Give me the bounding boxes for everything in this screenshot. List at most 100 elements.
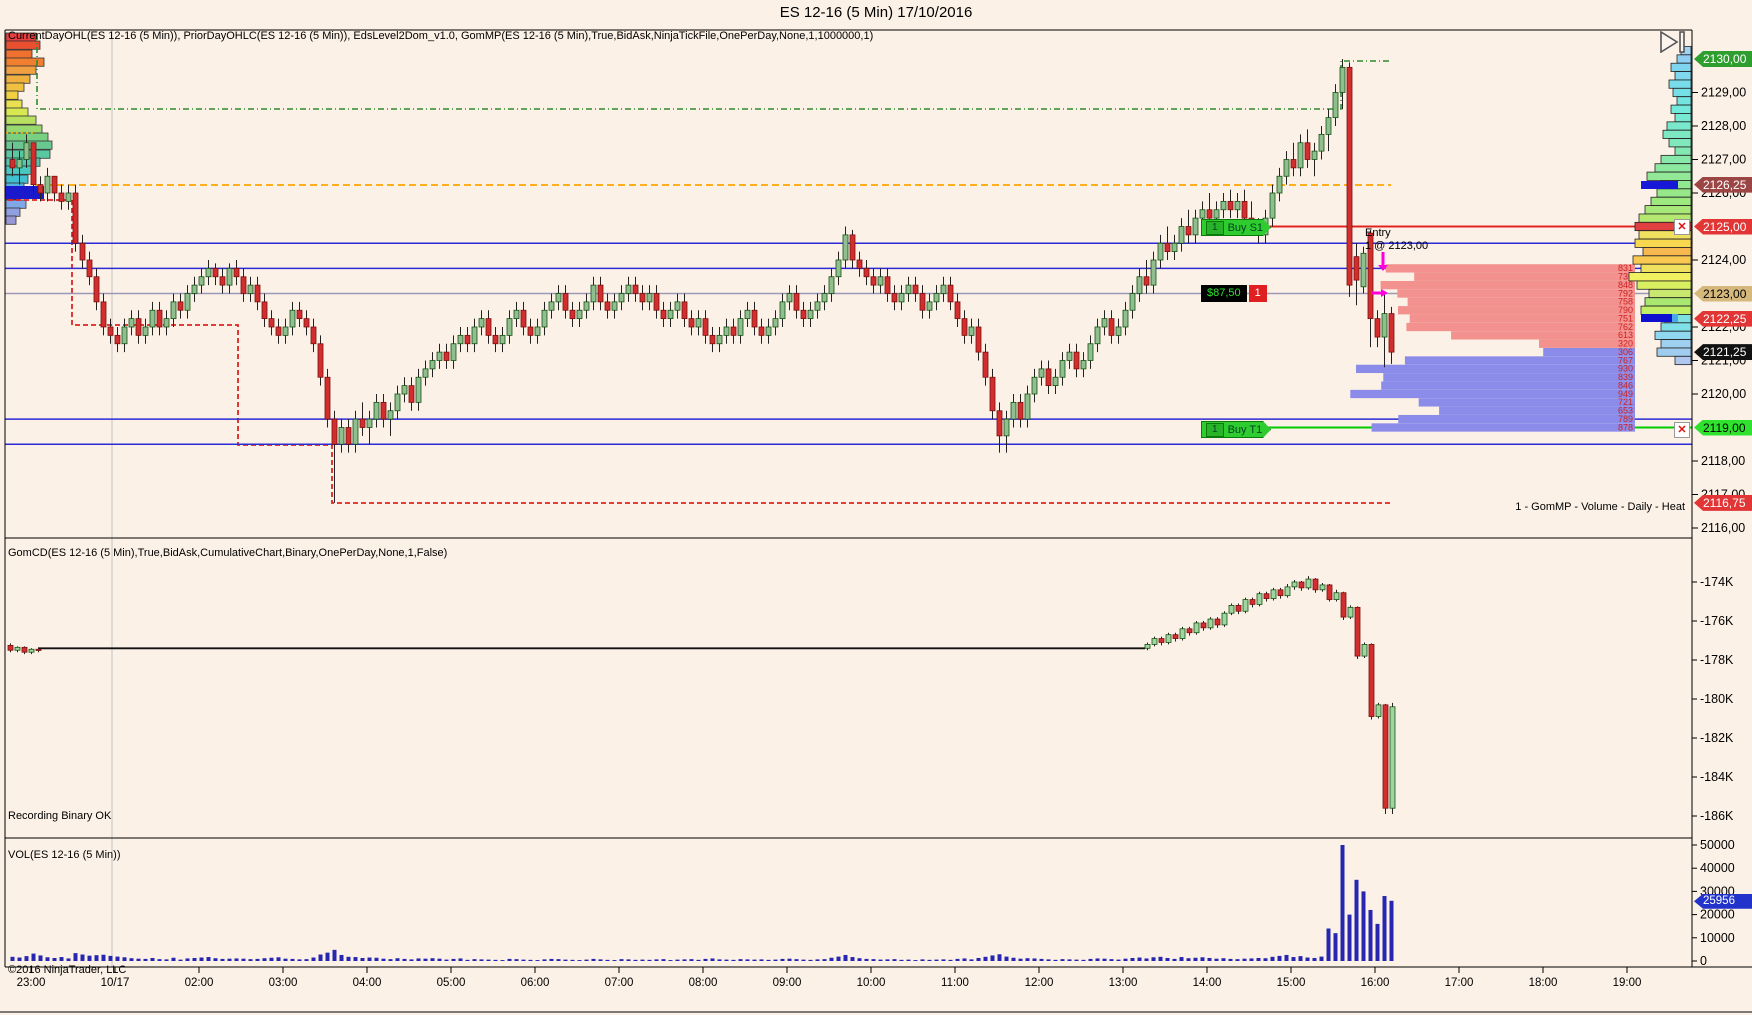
- svg-text:789: 789: [1618, 414, 1633, 424]
- svg-text:0: 0: [1700, 954, 1707, 968]
- price-badge-2116-75: 2116,75: [1694, 494, 1752, 511]
- svg-text:23:00: 23:00: [17, 977, 46, 989]
- svg-text:613: 613: [1618, 330, 1633, 340]
- svg-text:18:00: 18:00: [1529, 977, 1558, 989]
- svg-text:11:00: 11:00: [941, 977, 969, 989]
- svg-text:-176K: -176K: [1700, 614, 1734, 628]
- svg-text:08:00: 08:00: [689, 977, 718, 989]
- price-badge-2125-00: 2125,00: [1694, 218, 1752, 235]
- level-lines: [5, 225, 1692, 445]
- volume-panel-indicator-label[interactable]: VOL(ES 12-16 (5 Min)): [8, 849, 121, 861]
- price-badge-2123-00: 2123,00: [1694, 285, 1752, 302]
- svg-text:878: 878: [1618, 422, 1633, 432]
- svg-text:02:00: 02:00: [185, 977, 214, 989]
- svg-text:2120,00: 2120,00: [1701, 387, 1746, 401]
- chart-title: ES 12-16 (5 Min) 17/10/2016: [779, 4, 973, 21]
- recording-status: Recording Binary OK: [8, 810, 112, 822]
- cancel-buy-stop-icon[interactable]: ✕: [1674, 219, 1690, 235]
- svg-text:320: 320: [1618, 339, 1633, 349]
- position-qty: 1: [1248, 285, 1267, 302]
- svg-text:930: 930: [1618, 364, 1633, 374]
- day-ohl-lines: [6, 34, 1391, 504]
- svg-text:762: 762: [1618, 322, 1633, 332]
- daily-volume-profile: 8317368487927587907517626133203067679308…: [1350, 263, 1635, 432]
- price-axis: 2129,002128,002127,002126,002124,002122,…: [1692, 86, 1746, 535]
- svg-text:306: 306: [1618, 347, 1633, 357]
- svg-text:06:00: 06:00: [521, 977, 550, 989]
- svg-text:848: 848: [1618, 280, 1633, 290]
- svg-text:-186K: -186K: [1700, 809, 1734, 823]
- buy-target-qty: 1: [1206, 423, 1224, 437]
- svg-text:05:00: 05:00: [437, 977, 466, 989]
- delta-panel-indicator-label[interactable]: GomCD(ES 12-16 (5 Min),True,BidAsk,Cumul…: [8, 547, 448, 559]
- price-badge-2126-25: 2126,25: [1694, 176, 1752, 193]
- svg-text:17:00: 17:00: [1445, 977, 1474, 989]
- svg-text:13:00: 13:00: [1109, 977, 1138, 989]
- svg-text:736: 736: [1618, 272, 1633, 282]
- svg-text:03:00: 03:00: [269, 977, 298, 989]
- svg-text:-182K: -182K: [1700, 731, 1734, 745]
- play-to-end-icon[interactable]: [1658, 31, 1688, 53]
- panel-borders: [0, 29, 1752, 1013]
- svg-text:20000: 20000: [1700, 908, 1735, 922]
- svg-text:2116,00: 2116,00: [1701, 521, 1745, 535]
- svg-text:653: 653: [1618, 406, 1633, 416]
- cancel-buy-target-icon[interactable]: ✕: [1674, 422, 1690, 438]
- svg-text:2118,00: 2118,00: [1701, 454, 1745, 468]
- gommp-profile-note: 1 - GomMP - Volume - Daily - Heat: [1515, 501, 1685, 513]
- svg-text:09:00: 09:00: [773, 977, 802, 989]
- svg-text:2127,00: 2127,00: [1701, 153, 1746, 167]
- dom-depth-bars: [5, 181, 1678, 322]
- buy-target-label: Buy T1: [1227, 423, 1263, 436]
- copyright-text: ©2016 NinjaTrader, LLC: [8, 964, 127, 976]
- position-pnl-value: $87,50: [1201, 285, 1247, 302]
- price-badge-2121-25: 2121,25: [1694, 344, 1752, 361]
- svg-text:790: 790: [1618, 305, 1633, 315]
- entry-annotation: Entry 1 @ 2123,00: [1365, 227, 1428, 253]
- price-panel-indicator-label[interactable]: CurrentDayOHL(ES 12-16 (5 Min)), PriorDa…: [8, 30, 874, 42]
- svg-text:751: 751: [1618, 313, 1633, 323]
- svg-text:-174K: -174K: [1700, 575, 1734, 589]
- position-pnl-badge[interactable]: $87,50 1: [1201, 285, 1267, 302]
- time-axis: 23:00 10/17 02:00 03:00 04:00 05:00 06:00 07:00…: [17, 967, 1641, 989]
- delta-panel-series: [7, 576, 1396, 815]
- volume-bars: [10, 845, 1394, 961]
- svg-text:767: 767: [1618, 355, 1633, 365]
- svg-text:14:00: 14:00: [1193, 977, 1222, 989]
- price-badge-2122-25: 2122,25: [1694, 310, 1752, 327]
- price-badge-2119-00: 2119,00: [1694, 419, 1752, 436]
- buy-stop-label: Buy S1: [1227, 221, 1264, 234]
- svg-text:-180K: -180K: [1700, 692, 1734, 706]
- entry-annotation-line2: 1 @ 2123,00: [1365, 240, 1429, 252]
- svg-text:15:00: 15:00: [1277, 977, 1306, 989]
- svg-text:839: 839: [1618, 372, 1633, 382]
- entry-annotation-line1: Entry: [1365, 227, 1391, 239]
- svg-text:10000: 10000: [1700, 931, 1735, 945]
- svg-text:-184K: -184K: [1700, 770, 1734, 784]
- price-candles: [9, 59, 1395, 503]
- volume-last-value-badge: 25956: [1694, 893, 1752, 909]
- svg-text:10/17: 10/17: [101, 977, 130, 989]
- svg-text:2124,00: 2124,00: [1701, 253, 1746, 267]
- svg-text:949: 949: [1618, 389, 1633, 399]
- svg-text:-178K: -178K: [1700, 653, 1734, 667]
- price-badge-2130-00: 2130,00: [1694, 51, 1752, 67]
- buy-stop-qty: 1: [1206, 221, 1224, 235]
- svg-text:2128,00: 2128,00: [1701, 119, 1746, 133]
- trade-arrows: [1371, 252, 1388, 297]
- svg-text:792: 792: [1618, 288, 1633, 298]
- svg-text:10:00: 10:00: [857, 977, 886, 989]
- svg-text:2129,00: 2129,00: [1701, 86, 1746, 100]
- svg-text:40000: 40000: [1700, 861, 1735, 875]
- svg-text:12:00: 12:00: [1025, 977, 1054, 989]
- svg-text:07:00: 07:00: [605, 977, 634, 989]
- svg-text:16:00: 16:00: [1361, 977, 1390, 989]
- svg-text:50000: 50000: [1700, 838, 1735, 852]
- svg-text:846: 846: [1618, 380, 1633, 390]
- buy-target-order-badge[interactable]: 1 Buy T1: [1201, 421, 1271, 438]
- svg-text:831: 831: [1618, 263, 1633, 273]
- buy-stop-order-badge[interactable]: 1 Buy S1: [1201, 219, 1271, 236]
- svg-text:721: 721: [1618, 397, 1633, 407]
- svg-text:04:00: 04:00: [353, 977, 382, 989]
